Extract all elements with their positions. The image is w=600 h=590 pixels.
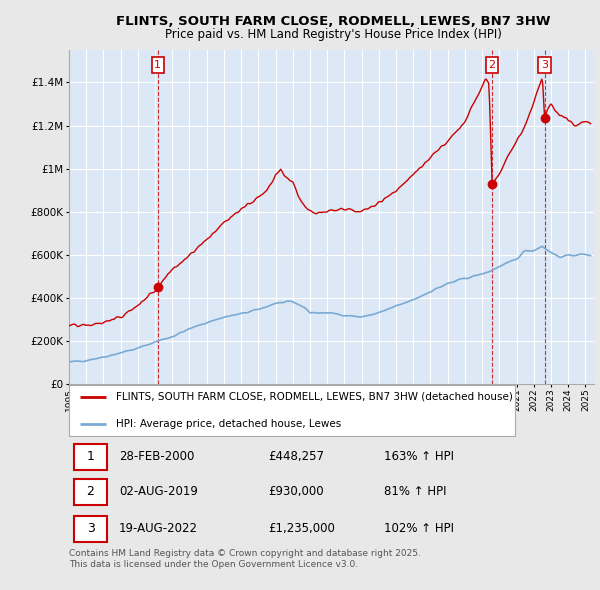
Text: £930,000: £930,000: [269, 485, 324, 498]
Text: 81% ↑ HPI: 81% ↑ HPI: [384, 485, 446, 498]
Text: 102% ↑ HPI: 102% ↑ HPI: [384, 523, 454, 536]
Text: FLINTS, SOUTH FARM CLOSE, RODMELL, LEWES, BN7 3HW: FLINTS, SOUTH FARM CLOSE, RODMELL, LEWES…: [116, 15, 550, 28]
Text: £1,235,000: £1,235,000: [269, 523, 335, 536]
FancyBboxPatch shape: [74, 444, 107, 470]
Text: 28-FEB-2000: 28-FEB-2000: [119, 450, 194, 463]
Text: 1: 1: [154, 60, 161, 70]
Text: 3: 3: [86, 523, 94, 536]
Text: FLINTS, SOUTH FARM CLOSE, RODMELL, LEWES, BN7 3HW (detached house): FLINTS, SOUTH FARM CLOSE, RODMELL, LEWES…: [116, 392, 513, 402]
FancyBboxPatch shape: [74, 478, 107, 505]
Text: 1: 1: [86, 450, 94, 463]
Text: HPI: Average price, detached house, Lewes: HPI: Average price, detached house, Lewe…: [116, 419, 341, 429]
Text: Contains HM Land Registry data © Crown copyright and database right 2025.
This d: Contains HM Land Registry data © Crown c…: [69, 549, 421, 569]
Text: 19-AUG-2022: 19-AUG-2022: [119, 523, 198, 536]
Text: £448,257: £448,257: [269, 450, 325, 463]
FancyBboxPatch shape: [69, 385, 515, 436]
Text: 2: 2: [86, 485, 94, 498]
Text: 3: 3: [541, 60, 548, 70]
Text: 2: 2: [488, 60, 496, 70]
Text: 02-AUG-2019: 02-AUG-2019: [119, 485, 198, 498]
FancyBboxPatch shape: [74, 516, 107, 542]
Text: Price paid vs. HM Land Registry's House Price Index (HPI): Price paid vs. HM Land Registry's House …: [164, 28, 502, 41]
Text: 163% ↑ HPI: 163% ↑ HPI: [384, 450, 454, 463]
